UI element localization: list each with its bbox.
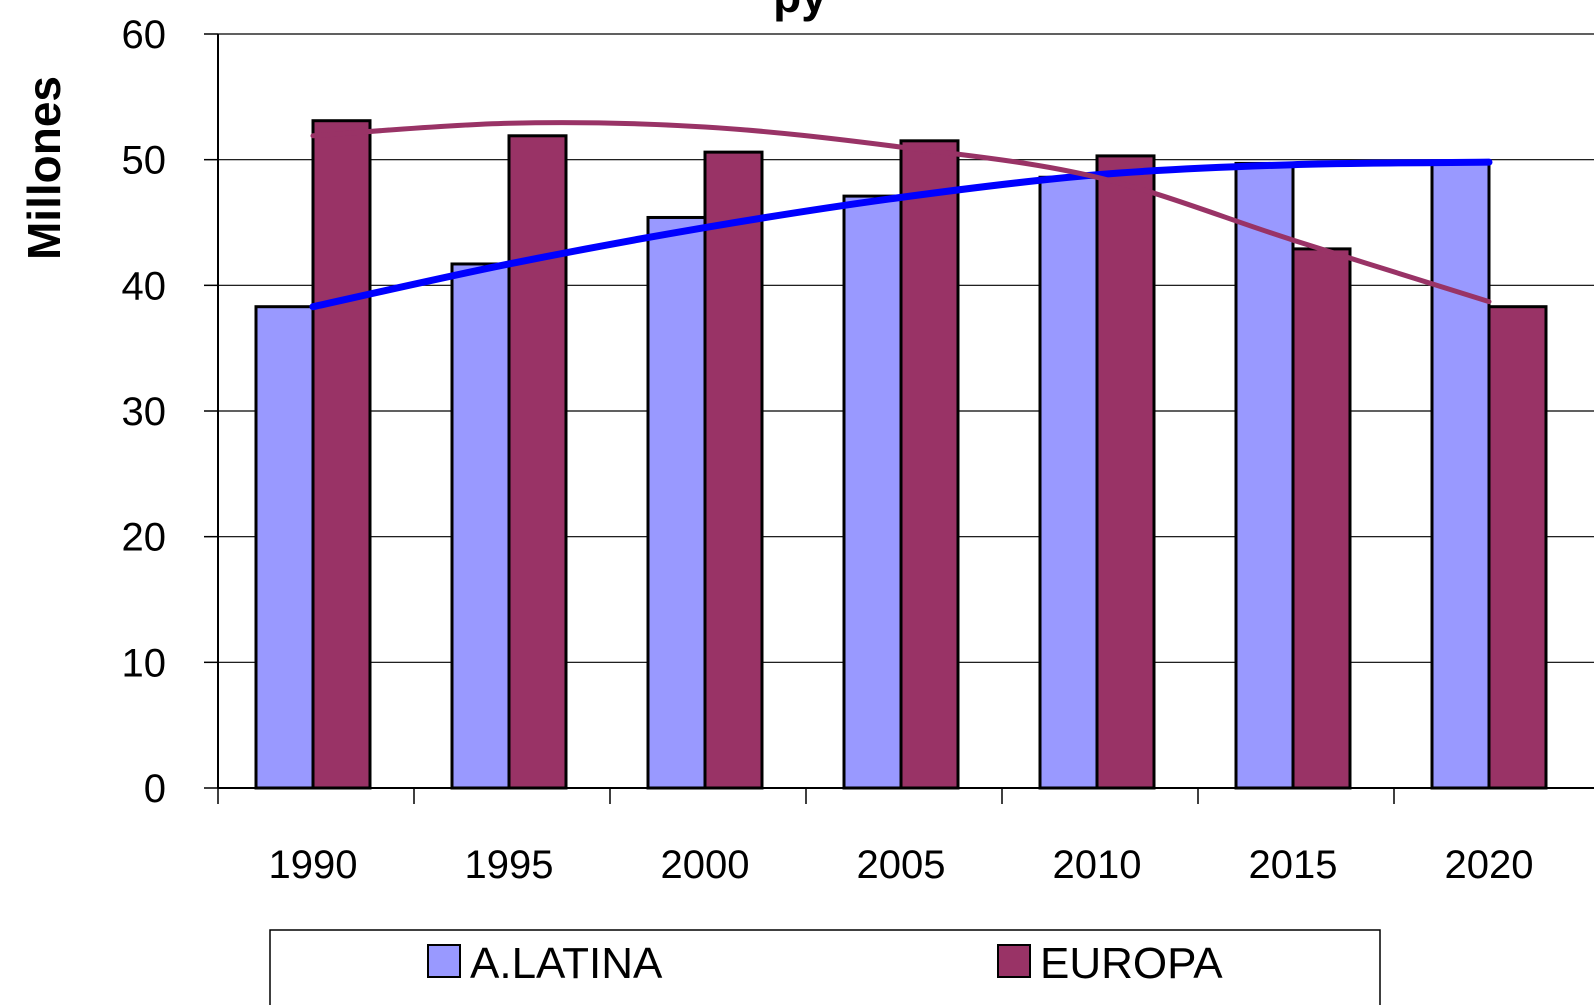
legend-swatch-europa <box>997 944 1031 978</box>
y-tick-label: 20 <box>122 516 167 560</box>
y-tick-label: 10 <box>122 641 167 685</box>
legend: A.LATINA EUROPA <box>269 929 1381 1005</box>
bar-europa-2010 <box>1095 154 1156 790</box>
bars <box>254 119 1548 790</box>
bar-a-latina-1990 <box>254 305 315 790</box>
x-tick-label: 2010 <box>1053 843 1142 887</box>
chart-title: py <box>773 0 827 22</box>
x-tick-label: 2020 <box>1445 843 1534 887</box>
x-tick-label: 2000 <box>661 843 750 887</box>
bar-europa-1995 <box>507 134 568 790</box>
y-axis-label: Millones <box>18 76 70 260</box>
bar-a-latina-2015 <box>1234 161 1295 790</box>
y-tick-label: 50 <box>122 139 167 183</box>
x-tick-label: 1990 <box>269 843 358 887</box>
trend-line-a-latina <box>309 158 1493 311</box>
axes <box>217 34 1594 789</box>
y-tick-label: 60 <box>122 13 167 57</box>
y-tick-label: 0 <box>144 767 166 811</box>
bar-a-latina-2020 <box>1430 159 1491 790</box>
x-tick-label: 2005 <box>857 843 946 887</box>
y-axis-ticks: 0 10 20 30 40 50 60 <box>122 13 218 811</box>
bar-a-latina-2000 <box>646 215 707 790</box>
y-tick-label: 30 <box>122 390 167 434</box>
bar-europa-1990 <box>311 119 372 790</box>
legend-label-a-latina: A.LATINA <box>470 939 663 988</box>
trend-line-europa <box>310 120 1492 305</box>
bar-a-latina-2010 <box>1038 175 1099 790</box>
x-tick-label: 1995 <box>465 843 554 887</box>
y-tick-label: 40 <box>122 264 167 308</box>
bar-europa-2000 <box>703 150 764 790</box>
bar-europa-2005 <box>899 139 960 790</box>
x-tick-label: 2015 <box>1249 843 1338 887</box>
x-axis-ticks: 1990 1995 2000 2005 2010 2015 2020 <box>217 788 1534 887</box>
bar-europa-2020 <box>1487 305 1548 790</box>
legend-swatch-a-latina <box>427 944 461 978</box>
bar-a-latina-2005 <box>842 194 903 790</box>
legend-label-europa: EUROPA <box>1040 939 1223 988</box>
bar-a-latina-1995 <box>450 262 511 790</box>
trend-lines <box>309 120 1493 311</box>
bar-europa-2015 <box>1291 247 1352 790</box>
